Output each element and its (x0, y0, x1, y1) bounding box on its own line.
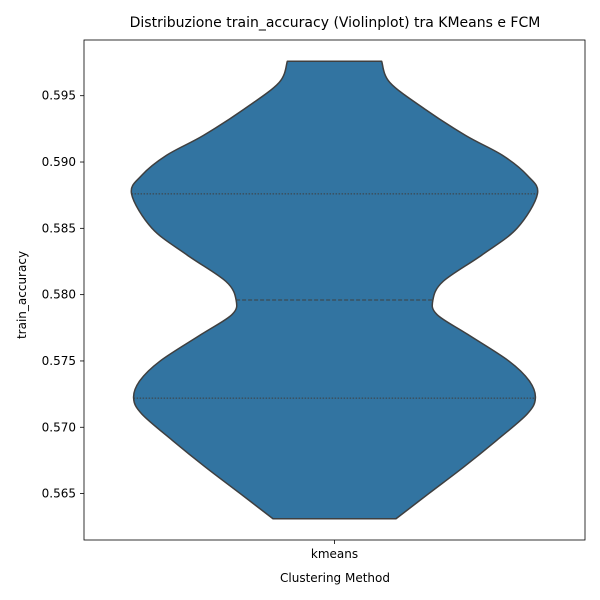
y-tick-label: 0.570 (42, 420, 76, 434)
x-axis: kmeans (311, 540, 358, 561)
y-tick-label: 0.595 (42, 89, 76, 103)
y-tick-label: 0.580 (42, 288, 76, 302)
y-tick-label: 0.565 (42, 487, 76, 501)
chart-title: Distribuzione train_accuracy (Violinplot… (130, 15, 541, 31)
x-axis-label: Clustering Method (280, 571, 390, 585)
x-tick-label: kmeans (311, 547, 358, 561)
y-tick-label: 0.590 (42, 155, 76, 169)
violin-body-kmeans (130, 60, 539, 520)
y-axis: 0.565 0.570 0.575 0.580 0.585 0.590 0.595 (42, 89, 84, 501)
plot-area (83, 39, 586, 541)
y-tick-label: 0.585 (42, 221, 76, 235)
y-tick-label: 0.575 (42, 354, 76, 368)
y-axis-label: train_accuracy (15, 251, 29, 339)
